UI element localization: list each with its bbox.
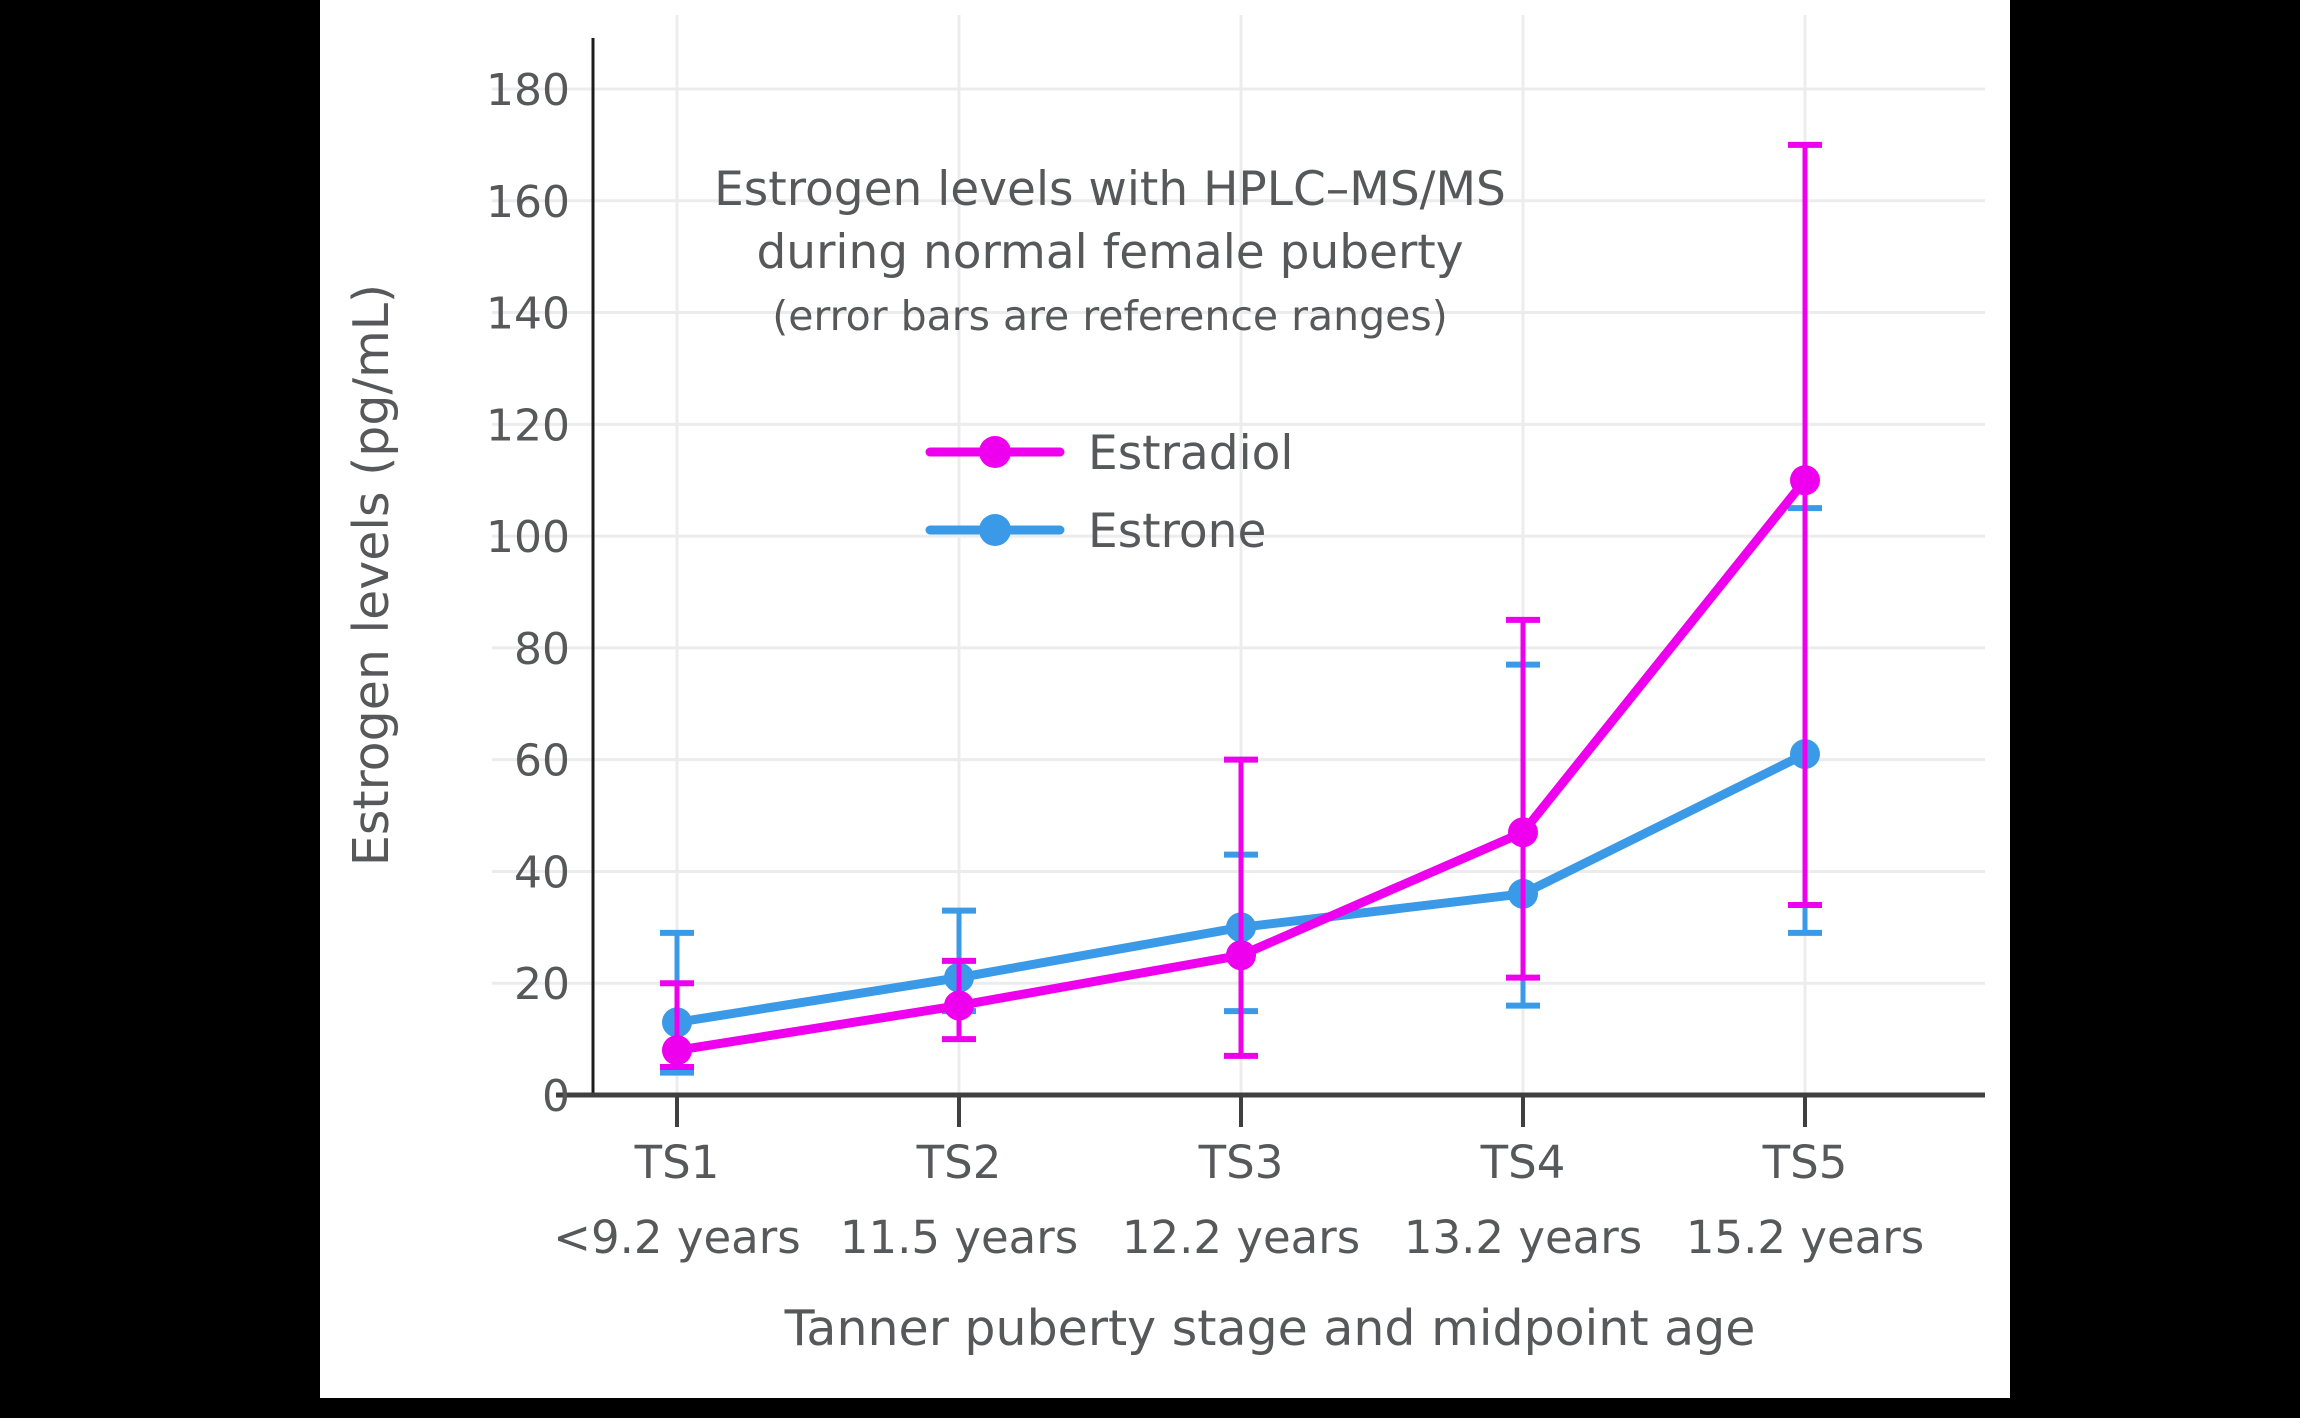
series-estradiol xyxy=(660,141,1822,1071)
legend-item-estradiol: Estradiol xyxy=(925,426,1293,481)
x-tick-sublabel: <9.2 years xyxy=(553,1211,800,1264)
x-tick-label: TS1 xyxy=(634,1136,720,1189)
x-tick-sublabel: 12.2 years xyxy=(1122,1211,1360,1264)
y-tick-label: 60 xyxy=(514,736,570,787)
y-axis-title: Estrogen levels (pg/mL) xyxy=(343,284,400,866)
chart-canvas xyxy=(320,0,2010,1398)
estradiol-legend-label: Estradiol xyxy=(1088,426,1293,481)
tick-label-layer: 0 20 40 60 80 100 120 140 160 180 TS1 TS2 TS3 TS4 TS5 <… xyxy=(486,65,1924,1264)
y-tick-label: 40 xyxy=(514,847,570,898)
y-tick-label: 80 xyxy=(514,624,570,675)
x-tick-sublabel: 11.5 years xyxy=(840,1211,1078,1264)
x-tick-label: TS4 xyxy=(1480,1136,1566,1189)
y-tick-label: 0 xyxy=(542,1071,570,1122)
chart-title-line1: Estrogen levels with HPLC–MS/MS xyxy=(714,162,1506,217)
y-tick-label: 20 xyxy=(514,959,570,1010)
legend-item-estrone: Estrone xyxy=(925,504,1266,559)
legend: Estradiol Estrone xyxy=(925,426,1293,559)
series-layer xyxy=(660,141,1822,1076)
chart-subtitle: (error bars are reference ranges) xyxy=(772,292,1447,340)
x-tick-label: TS3 xyxy=(1198,1136,1284,1189)
data-point-estradiol xyxy=(1508,817,1538,848)
estrone-legend-marker xyxy=(979,514,1011,546)
y-tick-label: 120 xyxy=(486,400,570,451)
x-axis-title: Tanner puberty stage and midpoint age xyxy=(784,1300,1756,1357)
data-point-estradiol xyxy=(1226,940,1256,971)
estradiol-legend-marker xyxy=(979,436,1011,468)
x-tick-sublabel: 13.2 years xyxy=(1404,1211,1642,1264)
y-tick-label: 100 xyxy=(486,512,570,563)
estrone-legend-label: Estrone xyxy=(1088,504,1266,559)
data-point-estradiol xyxy=(662,1035,692,1066)
data-point-estradiol xyxy=(944,990,974,1021)
x-tick-label: TS5 xyxy=(1762,1136,1848,1189)
y-tick-label: 140 xyxy=(486,289,570,340)
y-tick-label: 180 xyxy=(486,65,570,116)
y-tick-label: 160 xyxy=(486,177,570,228)
chart-title-line2: during normal female puberty xyxy=(756,225,1463,280)
x-tick-sublabel: 15.2 years xyxy=(1686,1211,1924,1264)
x-tick-label: TS2 xyxy=(916,1136,1002,1189)
data-point-estradiol xyxy=(1790,465,1820,496)
axis-layer xyxy=(556,38,1985,1127)
